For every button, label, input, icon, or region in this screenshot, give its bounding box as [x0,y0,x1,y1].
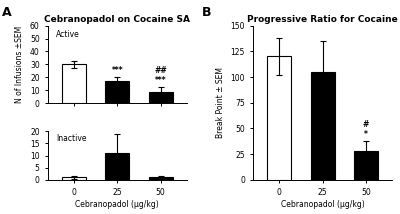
Bar [62,64,86,103]
X-axis label: Cebranopadol (μg/kg): Cebranopadol (μg/kg) [76,200,159,209]
Bar [106,81,129,103]
Text: #
*: # * [363,120,369,139]
Bar [267,56,291,180]
Bar [149,177,173,180]
Title: Cebranopadol on Cocaine SA: Cebranopadol on Cocaine SA [44,15,190,24]
Bar [311,72,334,180]
Text: ***: *** [112,66,123,75]
Y-axis label: N of Infusions ±SEM: N of Infusions ±SEM [15,26,24,103]
Text: B: B [202,6,212,19]
Y-axis label: Break Point ± SEM: Break Point ± SEM [216,67,225,138]
Text: A: A [2,6,12,19]
Bar [62,177,86,180]
Title: Progressive Ratio for Cocaine: Progressive Ratio for Cocaine [247,15,398,24]
X-axis label: Cebranopadol (μg/kg): Cebranopadol (μg/kg) [281,200,364,209]
Bar [106,153,129,180]
Bar [354,151,378,180]
Text: ##
***: ## *** [154,66,167,85]
Text: Inactive: Inactive [56,134,87,143]
Bar [149,92,173,103]
Text: Active: Active [56,30,80,39]
